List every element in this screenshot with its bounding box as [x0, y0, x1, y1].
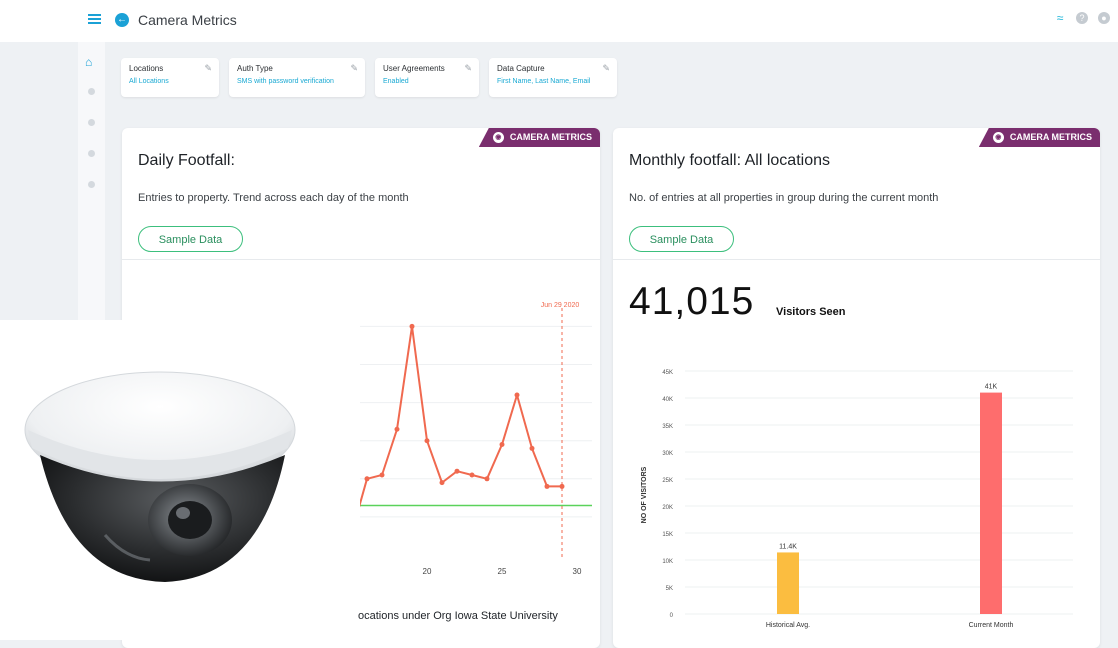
bar — [777, 552, 799, 614]
setting-value: All Locations — [129, 78, 169, 85]
visitor-count: 41,015 — [629, 280, 755, 323]
nav-dot-icon[interactable] — [88, 119, 95, 126]
edit-icon[interactable]: ✎ — [350, 63, 358, 73]
camera-product-image — [0, 320, 360, 640]
user-agreements-card[interactable]: User Agreements Enabled ✎ — [375, 58, 479, 97]
y-tick-label: 25K — [662, 478, 673, 484]
y-tick-label: 30K — [662, 451, 673, 457]
monthly-footfall-card: ◉ CAMERA METRICS Monthly footfall: All l… — [613, 128, 1100, 648]
edit-icon[interactable]: ✎ — [204, 63, 212, 73]
x-tick-label: 30 — [573, 567, 582, 576]
setting-label: User Agreements — [383, 64, 445, 73]
camera-metrics-badge: ◉ CAMERA METRICS — [478, 128, 600, 147]
y-tick-label: 35K — [662, 424, 673, 430]
sample-data-button[interactable]: Sample Data — [138, 226, 243, 252]
setting-label: Auth Type — [237, 64, 273, 73]
setting-value: Enabled — [383, 78, 409, 85]
y-axis-label: NO OF VISITORS — [641, 466, 648, 523]
wifi-icon[interactable]: ≈ — [1056, 11, 1064, 25]
sidebar: ⌂ — [78, 42, 105, 342]
card-title: Monthly footfall: All locations — [629, 152, 830, 169]
locations-card[interactable]: Locations All Locations ✎ — [121, 58, 219, 97]
y-tick-label: 45K — [662, 370, 673, 376]
data-point — [394, 426, 400, 432]
nav-dot-icon[interactable] — [88, 150, 95, 157]
y-tick-label: 15K — [662, 532, 673, 538]
card-description: No. of entries at all properties in grou… — [629, 192, 939, 204]
card-description: Entries to property. Trend across each d… — [138, 192, 409, 204]
setting-label: Data Capture — [497, 64, 545, 73]
y-tick-label: 10K — [662, 559, 673, 565]
badge-label: CAMERA METRICS — [509, 132, 592, 142]
app-title: Camera Metrics — [138, 12, 237, 28]
data-point — [559, 483, 565, 489]
user-icon[interactable]: ● — [1098, 12, 1110, 24]
monthly-footfall-chart: 0 5K 10K 15K 20K 25K 30K 35K 40K 45K NO OF VISITOR… — [641, 370, 1073, 629]
camera-icon: ◉ — [492, 132, 504, 143]
data-point — [484, 476, 490, 482]
back-icon[interactable]: ← — [115, 13, 129, 27]
data-point — [469, 472, 475, 478]
top-bar: ← Camera Metrics ≈ ? ● — [0, 0, 1118, 42]
bar — [980, 392, 1002, 614]
data-point — [439, 480, 445, 486]
data-capture-card[interactable]: Data Capture First Name, Last Name, Emai… — [489, 58, 617, 97]
x-category-label: Historical Avg. — [766, 622, 810, 629]
x-tick-label: 20 — [423, 567, 432, 576]
data-point — [529, 445, 535, 451]
settings-row: Locations All Locations ✎ Auth Type SMS … — [121, 58, 617, 97]
divider — [122, 259, 600, 260]
camera-metrics-badge: ◉ CAMERA METRICS — [978, 128, 1100, 147]
data-point — [544, 483, 550, 489]
auth-type-card[interactable]: Auth Type SMS with password verification… — [229, 58, 365, 97]
y-tick-label: 20K — [662, 505, 673, 511]
setting-value: SMS with password verification — [237, 78, 334, 85]
sample-data-button[interactable]: Sample Data — [629, 226, 734, 252]
setting-value: First Name, Last Name, Email — [497, 78, 591, 85]
nav-dot-icon[interactable] — [88, 88, 95, 95]
card-title: Daily Footfall: — [138, 152, 235, 169]
setting-label: Locations — [129, 64, 164, 73]
menu-icon[interactable] — [88, 14, 101, 24]
data-point — [409, 323, 415, 329]
chart-footnote: ocations under Org Iowa State University — [358, 610, 558, 622]
home-icon[interactable]: ⌂ — [85, 55, 93, 69]
x-tick-label: 25 — [498, 567, 507, 576]
date-marker-label: Jun 29 2020 — [541, 302, 580, 309]
data-point — [499, 442, 505, 448]
data-point — [364, 476, 370, 482]
divider — [613, 259, 1100, 260]
badge-label: CAMERA METRICS — [1009, 132, 1092, 142]
y-tick-label: 0 — [670, 613, 674, 619]
help-icon[interactable]: ? — [1076, 12, 1088, 24]
y-tick-label: 40K — [662, 397, 673, 403]
edit-icon[interactable]: ✎ — [602, 63, 610, 73]
bar-value-label: 11.4K — [779, 543, 797, 550]
x-category-label: Current Month — [969, 622, 1014, 629]
data-point — [514, 392, 520, 398]
data-point — [454, 468, 460, 474]
visitor-count-label: Visitors Seen — [776, 306, 846, 318]
nav-dot-icon[interactable] — [88, 181, 95, 188]
edit-icon[interactable]: ✎ — [464, 63, 472, 73]
data-point — [379, 472, 385, 478]
bar-value-label: 41K — [985, 384, 998, 391]
data-point — [424, 438, 430, 444]
camera-icon: ◉ — [992, 132, 1004, 143]
y-tick-label: 5K — [666, 586, 673, 592]
